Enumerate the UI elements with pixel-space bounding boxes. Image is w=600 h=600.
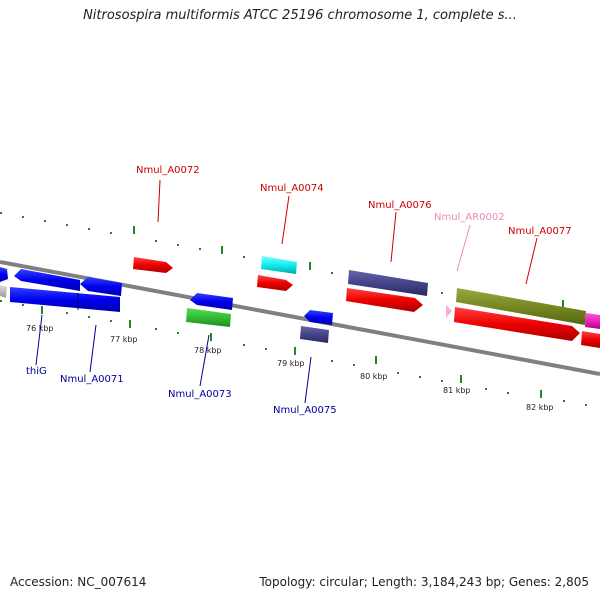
gene-feature-Nmul_A0073[interactable] <box>186 308 231 327</box>
gene-feature-thiG[interactable] <box>14 269 80 291</box>
scale-label-81kbp: 81 kbp <box>443 386 471 395</box>
gene-label-Nmul_A0071[interactable]: Nmul_A0071 <box>60 374 124 385</box>
gene-feature-right-red[interactable] <box>581 331 600 348</box>
accession-text: Accession: NC_007614 <box>10 575 147 589</box>
gene-label-Nmul_A0072[interactable]: Nmul_A0072 <box>136 165 200 176</box>
gene-feature-Nmul_A0073-upper[interactable] <box>190 293 233 310</box>
gene-label-thiG[interactable]: thiG <box>26 366 47 377</box>
gene-feature-Nmul_A0075[interactable] <box>300 326 329 343</box>
gene-label-Nmul_A0076[interactable]: Nmul_A0076 <box>368 200 432 211</box>
gene-feature-Nmul_A0072[interactable] <box>133 257 173 273</box>
gene-feature-Nmul_A0071-upper[interactable] <box>80 277 122 296</box>
gene-feature-Nmul_AR0002[interactable] <box>446 305 452 318</box>
summary-text: Topology: circular; Length: 3,184,243 bp… <box>259 575 589 589</box>
scale-label-79kbp: 79 kbp <box>277 359 305 368</box>
gene-label-Nmul_AR0002[interactable]: Nmul_AR0002 <box>434 212 505 223</box>
scale-label-80kbp: 80 kbp <box>360 372 388 381</box>
scale-label-78kbp: 78 kbp <box>194 346 222 355</box>
map-title: Nitrosospira multiformis ATCC 25196 chro… <box>83 8 517 23</box>
gene-label-Nmul_A0077[interactable]: Nmul_A0077 <box>508 226 572 237</box>
scale-label-82kbp: 82 kbp <box>526 403 554 412</box>
gene-feature-Nmul_A0074-lower[interactable] <box>257 275 293 291</box>
gene-feature-Nmul_A0075-upper[interactable] <box>304 310 333 325</box>
gene-feature-left-gray[interactable] <box>0 285 7 298</box>
gene-feature-Nmul_A0076[interactable] <box>348 270 428 296</box>
gene-feature-right-magenta[interactable] <box>585 313 600 329</box>
gene-feature-left-partial[interactable] <box>0 267 8 282</box>
scale-label-77kbp: 77 kbp <box>110 335 138 344</box>
leader-lines <box>35 179 538 404</box>
gene-feature-Nmul_A0077[interactable] <box>456 288 586 325</box>
gene-feature-Nmul_A0071[interactable] <box>10 287 120 312</box>
gene-feature-Nmul_A0076-lower[interactable] <box>346 288 423 312</box>
gene-feature-Nmul_A0074[interactable] <box>261 256 297 274</box>
gene-feature-Nmul_A0077-lower[interactable] <box>454 307 580 341</box>
gene-label-Nmul_A0074[interactable]: Nmul_A0074 <box>260 183 324 194</box>
inner-tick-track <box>0 300 587 406</box>
gene-label-Nmul_A0073[interactable]: Nmul_A0073 <box>168 389 232 400</box>
scale-label-76kbp: 76 kbp <box>26 324 54 333</box>
gene-label-Nmul_A0075[interactable]: Nmul_A0075 <box>273 405 337 416</box>
